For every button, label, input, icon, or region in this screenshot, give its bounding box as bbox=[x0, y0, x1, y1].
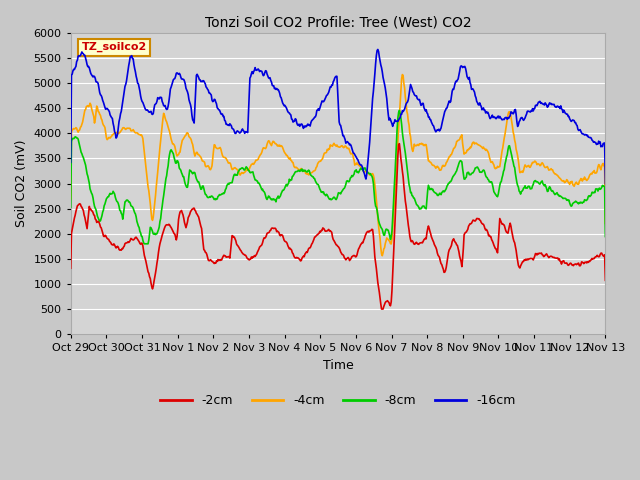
Legend: -2cm, -4cm, -8cm, -16cm: -2cm, -4cm, -8cm, -16cm bbox=[156, 389, 521, 412]
X-axis label: Time: Time bbox=[323, 359, 353, 372]
Text: TZ_soilco2: TZ_soilco2 bbox=[81, 42, 147, 52]
Title: Tonzi Soil CO2 Profile: Tree (West) CO2: Tonzi Soil CO2 Profile: Tree (West) CO2 bbox=[205, 15, 471, 29]
Y-axis label: Soil CO2 (mV): Soil CO2 (mV) bbox=[15, 140, 28, 228]
